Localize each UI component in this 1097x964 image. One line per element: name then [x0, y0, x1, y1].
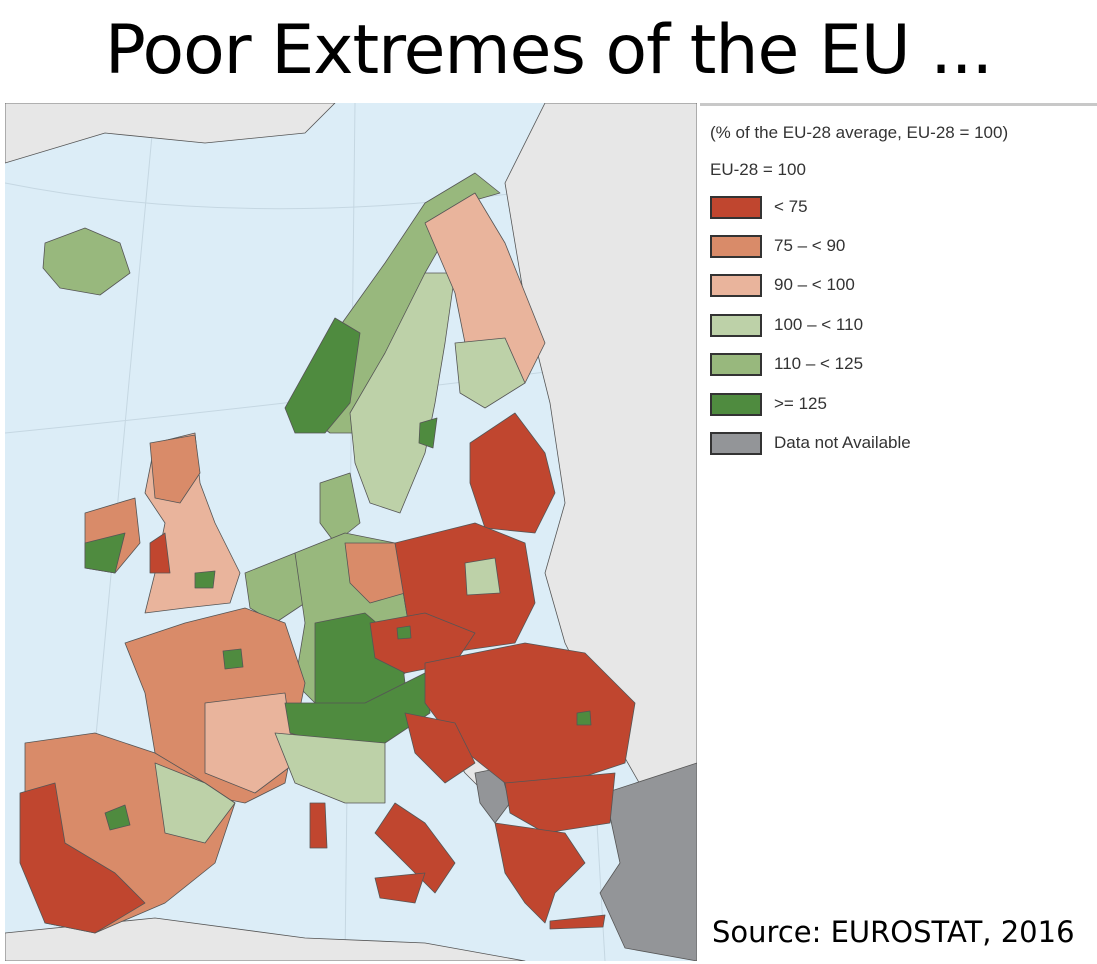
region-finland-south [454, 337, 526, 409]
legend-label: < 75 [774, 197, 808, 216]
legend-label: 75 – < 90 [774, 236, 846, 255]
region-stockholm [418, 417, 438, 449]
legend-swatch [710, 195, 762, 219]
region-ile-de-france [222, 648, 244, 670]
legend-swatch [710, 234, 762, 258]
region-baltics [469, 412, 556, 534]
legend-item: 110 – < 125 [710, 351, 863, 377]
region-sweden [349, 272, 456, 514]
legend-swatch [710, 352, 762, 376]
source-note: Source: EUROSTAT, 2016 [712, 915, 1075, 949]
legend-subtitle: (% of the EU-28 average, EU-28 = 100) [710, 123, 1009, 142]
turkey [599, 762, 697, 961]
legend-item: 100 – < 110 [710, 312, 863, 338]
legend-swatch [710, 431, 762, 455]
legend-item: < 75 [710, 194, 808, 220]
region-finland [424, 192, 546, 384]
region-madrid [104, 804, 131, 831]
region-sardinia [309, 802, 328, 849]
region-crete [549, 914, 606, 930]
region-north-italy [274, 732, 386, 804]
region-ireland-south [84, 532, 126, 574]
region-denmark [319, 472, 361, 544]
non-eu-land-north [5, 103, 336, 164]
legend-label: 110 – < 125 [774, 354, 864, 373]
region-spain-northeast [154, 762, 236, 844]
non-eu-land-east [504, 103, 697, 804]
legend-label: Data not Available [774, 433, 911, 452]
legend-label: >= 125 [774, 394, 827, 413]
non-eu-land-africa [5, 917, 526, 961]
region-warsaw [464, 557, 501, 596]
region-wales [149, 532, 171, 574]
region-benelux [244, 552, 306, 624]
region-bulgaria [504, 772, 616, 834]
region-norway-west [284, 317, 361, 434]
region-croatia [404, 712, 476, 784]
map-legend: (% of the EU-28 average, EU-28 = 100) EU… [700, 103, 1097, 463]
legend-item: Data not Available [710, 430, 911, 456]
region-scotland [149, 434, 201, 504]
legend-swatch [710, 313, 762, 337]
region-france-southeast [204, 692, 296, 794]
region-greece [494, 822, 586, 924]
legend-label: 100 – < 110 [774, 315, 864, 334]
legend-item: 90 – < 100 [710, 272, 855, 298]
region-iceland [42, 227, 131, 296]
legend-swatch [710, 392, 762, 416]
region-london [194, 570, 216, 589]
slide-title: Poor Extremes of the EU ... [104, 11, 993, 90]
region-south-italy [374, 802, 456, 894]
legend-item: 75 – < 90 [710, 233, 845, 259]
region-portugal-andalusia [19, 782, 146, 934]
region-germany-east [344, 542, 406, 604]
europe-choropleth-map [5, 103, 697, 961]
region-bucharest [576, 710, 592, 726]
legend-divider [700, 103, 1097, 106]
legend-base: EU-28 = 100 [710, 160, 806, 179]
legend-label: 90 – < 100 [774, 275, 855, 294]
region-sicily [374, 872, 426, 904]
region-prague [396, 625, 412, 640]
legend-item: >= 125 [710, 391, 827, 417]
legend-swatch [710, 273, 762, 297]
